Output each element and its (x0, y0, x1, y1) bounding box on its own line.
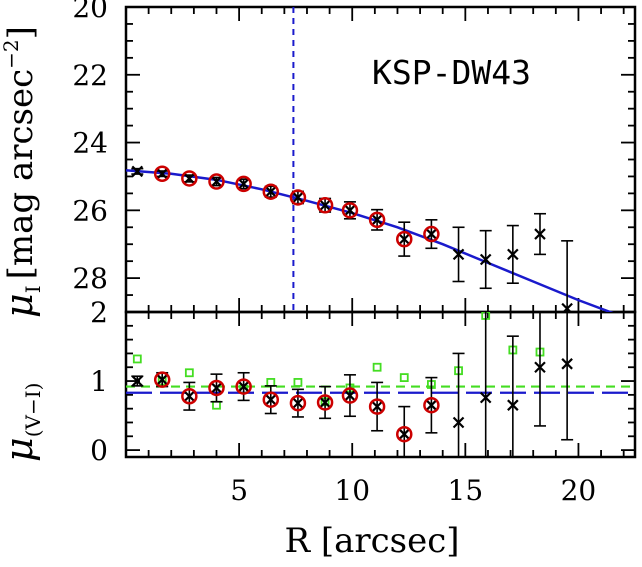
cross-point (319, 199, 331, 212)
square-point (212, 400, 221, 410)
square-point (266, 378, 276, 387)
cross-point (452, 416, 465, 429)
circle-point (289, 189, 307, 206)
cross-point (371, 400, 383, 413)
circle-point (235, 175, 252, 193)
circle-point (153, 165, 171, 182)
cross-point (479, 253, 492, 266)
cross-point (561, 358, 573, 370)
circle-point (181, 387, 198, 405)
circle-point (181, 170, 198, 187)
x-tick-label: 10 (334, 474, 370, 507)
cross-point (398, 233, 411, 245)
top-y-superscript: −2 (0, 39, 23, 68)
cross-point (265, 393, 277, 406)
cross-point (265, 185, 277, 198)
circle-point (262, 183, 280, 200)
top-y-tick-label: 20 (72, 0, 108, 24)
cross-point (292, 397, 304, 409)
circle-point (208, 379, 225, 397)
circle-point (423, 396, 440, 414)
cross-point (237, 380, 250, 393)
circle-point (262, 391, 280, 408)
square-point (132, 354, 142, 364)
circle-point (341, 387, 359, 404)
circle-point (289, 394, 307, 412)
square-point (293, 378, 303, 387)
circle-point (341, 202, 359, 219)
x-tick-label: 5 (230, 474, 248, 507)
cross-point (183, 172, 196, 185)
bottom-panel-ticks: 5 10 15 20 0 1 2 (90, 296, 635, 507)
cross-point (562, 302, 573, 312)
cross-point (507, 248, 519, 261)
top-y-tick-label: 28 (72, 262, 108, 295)
cross-point (371, 214, 383, 226)
fit-curve (126, 169, 614, 312)
top-y-subscript: I (21, 285, 45, 293)
cross-point (398, 428, 411, 440)
x-tick-label: 20 (561, 474, 597, 507)
circle-point (396, 230, 413, 248)
cross-point (534, 361, 546, 374)
square-point (372, 362, 382, 372)
bottom-y-tick-label: 2 (90, 296, 108, 329)
cross-point (479, 391, 492, 404)
bottom-panel-marks (131, 312, 574, 457)
bottom-panel-lines (126, 385, 635, 394)
cross-point (319, 396, 331, 409)
top-y-text: [mag arcsec (1, 69, 41, 280)
cross-point (237, 178, 250, 190)
cross-point (425, 228, 438, 240)
top-y-axis-title: μI [mag arcsec−2] (0, 26, 45, 318)
bottom-y-tick-label: 1 (90, 365, 108, 398)
top-y-close: ] (1, 26, 41, 39)
bottom-y-symbol: μ (0, 437, 41, 462)
top-panel-ticks: 20 22 24 26 28 (72, 0, 635, 313)
cross-point (344, 204, 356, 217)
cross-point (292, 191, 304, 204)
square-point (184, 368, 194, 378)
cross-point (425, 399, 438, 411)
cross-point (344, 389, 356, 402)
bottom-y-subscript: (V−I) (21, 383, 45, 438)
circle-point (368, 211, 386, 229)
top-y-tick-label: 26 (72, 194, 108, 227)
circle-point (235, 378, 252, 395)
top-panel-marks (131, 165, 574, 312)
circle-point (153, 371, 171, 388)
cross-point (507, 399, 519, 411)
cross-point (131, 165, 144, 178)
cross-point (534, 228, 546, 240)
circle-point (396, 425, 413, 443)
circle-point (316, 394, 334, 411)
top-y-tick-label: 24 (72, 127, 108, 160)
bottom-panel-frame (124, 310, 637, 459)
circle-point (423, 225, 440, 243)
cross-point (183, 390, 196, 403)
top-y-tick-label: 22 (72, 59, 108, 92)
cross-point (210, 382, 223, 394)
square-point (399, 373, 409, 382)
cross-point (210, 175, 223, 188)
cross-point (452, 248, 465, 261)
x-axis-title: R [arcsec] (284, 521, 459, 561)
cross-point (131, 375, 144, 387)
circle-point (208, 173, 225, 190)
cross-point (156, 167, 168, 180)
circle-point (316, 197, 334, 214)
x-tick-label: 15 (448, 474, 484, 507)
bottom-y-axis-title: μ(V−I) (0, 383, 45, 462)
chart-annotation: KSP-DW43 (372, 53, 531, 92)
bottom-y-tick-label: 0 (90, 434, 108, 467)
top-y-symbol: μ (0, 293, 41, 318)
circle-point (368, 398, 386, 415)
cross-point (156, 373, 168, 386)
